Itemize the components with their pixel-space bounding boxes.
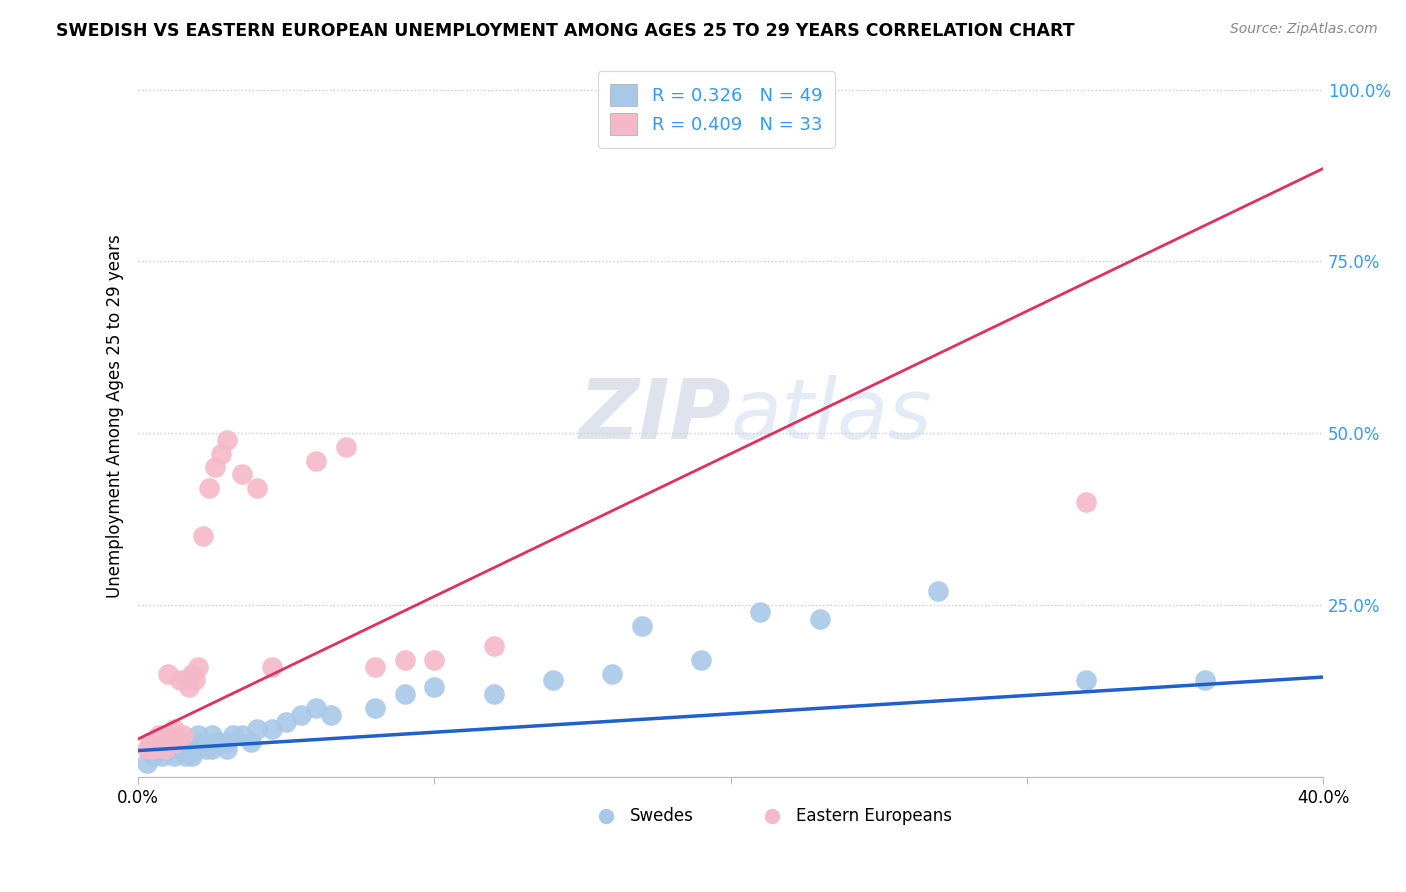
Point bbox=[1076, 673, 1098, 688]
Point bbox=[305, 453, 328, 467]
Point bbox=[364, 701, 387, 715]
Point bbox=[156, 729, 179, 743]
Point bbox=[204, 460, 226, 475]
Point bbox=[260, 659, 283, 673]
Point bbox=[186, 735, 208, 749]
Text: Swedes: Swedes bbox=[630, 807, 695, 825]
Point bbox=[163, 735, 186, 749]
Point bbox=[1298, 807, 1320, 822]
Point bbox=[423, 653, 446, 667]
Point bbox=[139, 735, 162, 749]
Point bbox=[927, 584, 949, 599]
Point bbox=[172, 742, 194, 756]
Point bbox=[150, 735, 173, 749]
Point bbox=[156, 729, 179, 743]
Point bbox=[749, 605, 772, 619]
Point bbox=[217, 735, 239, 749]
Point bbox=[260, 722, 283, 736]
Text: Source: ZipAtlas.com: Source: ZipAtlas.com bbox=[1230, 22, 1378, 37]
Point bbox=[1076, 495, 1098, 509]
Point bbox=[600, 666, 623, 681]
Text: SWEDISH VS EASTERN EUROPEAN UNEMPLOYMENT AMONG AGES 25 TO 29 YEARS CORRELATION C: SWEDISH VS EASTERN EUROPEAN UNEMPLOYMENT… bbox=[56, 22, 1074, 40]
Point bbox=[186, 659, 208, 673]
Point bbox=[217, 433, 239, 447]
Point bbox=[156, 666, 179, 681]
Point bbox=[305, 701, 328, 715]
Point bbox=[231, 729, 253, 743]
Point bbox=[148, 742, 170, 756]
Point bbox=[207, 735, 229, 749]
Point bbox=[364, 659, 387, 673]
Point bbox=[193, 529, 215, 543]
Legend: R = 0.326   N = 49, R = 0.409   N = 33: R = 0.326 N = 49, R = 0.409 N = 33 bbox=[598, 71, 835, 148]
Point bbox=[156, 742, 179, 756]
Point bbox=[195, 742, 218, 756]
Point bbox=[177, 742, 200, 756]
Point bbox=[201, 729, 224, 743]
Point bbox=[148, 729, 170, 743]
Point bbox=[180, 749, 202, 764]
Point bbox=[808, 612, 831, 626]
Point bbox=[690, 653, 713, 667]
Point bbox=[394, 687, 416, 701]
Point bbox=[169, 673, 191, 688]
Point bbox=[222, 729, 245, 743]
Y-axis label: Unemployment Among Ages 25 to 29 years: Unemployment Among Ages 25 to 29 years bbox=[107, 234, 124, 598]
Point bbox=[136, 742, 159, 756]
Point bbox=[631, 618, 654, 632]
Point bbox=[180, 735, 202, 749]
Point bbox=[150, 749, 173, 764]
Text: atlas: atlas bbox=[731, 376, 932, 457]
Point bbox=[183, 673, 205, 688]
Point bbox=[142, 742, 165, 756]
Point bbox=[541, 673, 564, 688]
Point bbox=[193, 735, 215, 749]
Point bbox=[172, 729, 194, 743]
Point bbox=[145, 742, 167, 756]
Point bbox=[246, 481, 269, 495]
Point bbox=[423, 681, 446, 695]
Point bbox=[153, 735, 176, 749]
Text: ZIP: ZIP bbox=[578, 376, 731, 457]
Point bbox=[201, 742, 224, 756]
Point bbox=[153, 742, 176, 756]
Point bbox=[145, 735, 167, 749]
Point bbox=[335, 440, 357, 454]
Point bbox=[246, 722, 269, 736]
Point bbox=[239, 735, 262, 749]
Point bbox=[183, 742, 205, 756]
Point bbox=[482, 639, 505, 653]
Point bbox=[1194, 673, 1216, 688]
Point bbox=[142, 749, 165, 764]
Point bbox=[482, 687, 505, 701]
Point bbox=[290, 707, 312, 722]
Point bbox=[163, 749, 186, 764]
Point bbox=[231, 467, 253, 482]
Point bbox=[394, 653, 416, 667]
Point bbox=[180, 666, 202, 681]
Text: Eastern Europeans: Eastern Europeans bbox=[796, 807, 952, 825]
Point bbox=[209, 447, 232, 461]
Point bbox=[198, 481, 221, 495]
Point bbox=[174, 673, 197, 688]
Point bbox=[163, 722, 186, 736]
Point bbox=[174, 749, 197, 764]
Point bbox=[169, 742, 191, 756]
Point bbox=[319, 707, 342, 722]
Point bbox=[177, 681, 200, 695]
Point bbox=[276, 714, 298, 729]
Point bbox=[217, 742, 239, 756]
Point bbox=[172, 735, 194, 749]
Point bbox=[136, 756, 159, 770]
Point bbox=[166, 735, 188, 749]
Point bbox=[186, 729, 208, 743]
